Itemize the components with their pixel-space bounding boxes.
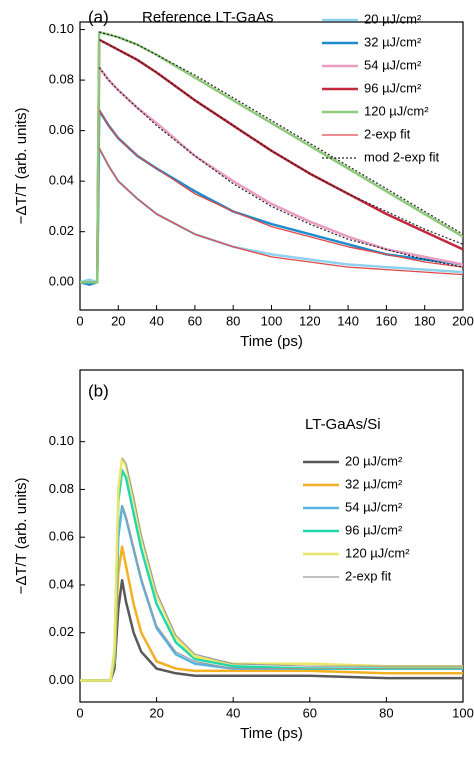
fit-line (98, 67, 463, 268)
legend-label: 120 µJ/cm² (345, 545, 410, 560)
legend-label: 54 µJ/cm² (364, 57, 422, 72)
x-tick-label: 120 (299, 313, 321, 328)
plot-frame (79, 369, 464, 703)
x-tick-label: 0 (76, 705, 83, 720)
y-tick-label: 0.02 (49, 624, 74, 639)
legend-label: 20 µJ/cm² (345, 453, 403, 468)
legend-label: 96 µJ/cm² (364, 80, 422, 95)
data-line (80, 30, 463, 284)
annotation: Reference LT-GaAs (142, 9, 273, 26)
panel-label: (b) (88, 381, 109, 400)
panel: 0 20 40 60 80 100 120 140 160 180 200 0.00 0.02 0.04 0… (13, 7, 474, 349)
legend-label: 2-exp fit (364, 126, 411, 141)
panel: 0 20 40 60 80 100 0.00 0.02 0.04 0.06 0.08 0.10 Time… (13, 369, 474, 742)
x-tick-label: 20 (149, 705, 163, 720)
y-tick-label: 0.02 (49, 223, 74, 238)
y-tick-label: 0.06 (49, 122, 74, 137)
y-tick-label: 0.08 (49, 72, 74, 87)
y-tick-label: 0.10 (49, 21, 74, 36)
legend-title: LT-GaAs/Si (305, 416, 381, 433)
x-tick-label: 60 (303, 705, 317, 720)
fit-line (98, 110, 463, 268)
data-line (80, 66, 463, 284)
x-tick-label: 0 (76, 313, 83, 328)
x-tick-label: 80 (226, 313, 240, 328)
x-tick-label: 80 (379, 705, 393, 720)
legend-label: 32 µJ/cm² (345, 476, 403, 491)
fit-line (121, 505, 463, 670)
x-tick-label: 60 (188, 313, 202, 328)
x-tick-label: 100 (452, 705, 474, 720)
x-tick-label: 160 (376, 313, 398, 328)
fit-line (98, 39, 463, 245)
legend-label: 120 µJ/cm² (364, 103, 429, 118)
legend-label: 54 µJ/cm² (345, 499, 403, 514)
y-tick-label: 0.04 (49, 576, 74, 591)
y-axis-title: −ΔT/T (arb. units) (13, 478, 30, 595)
x-tick-label: 40 (226, 705, 240, 720)
legend-label: mod 2-exp fit (364, 149, 440, 164)
legend-label: 2-exp fit (345, 568, 392, 583)
panel-label: (a) (88, 7, 109, 26)
legend-label: 32 µJ/cm² (364, 34, 422, 49)
legend-label: 20 µJ/cm² (364, 11, 422, 26)
x-axis-title: Time (ps) (240, 725, 303, 742)
x-tick-label: 20 (111, 313, 125, 328)
fit-line (98, 147, 463, 276)
fit-line (99, 31, 463, 235)
x-axis-title: Time (ps) (240, 333, 303, 350)
data-line (80, 147, 463, 284)
y-axis-title: −ΔT/T (arb. units) (13, 108, 30, 225)
x-tick-label: 40 (149, 313, 163, 328)
x-tick-label: 180 (414, 313, 436, 328)
y-tick-label: 0.10 (49, 433, 74, 448)
fit-line (121, 458, 463, 667)
y-tick-label: 0.06 (49, 529, 74, 544)
y-tick-label: 0.08 (49, 481, 74, 496)
legend-label: 96 µJ/cm² (345, 522, 403, 537)
x-tick-label: 200 (452, 313, 474, 328)
data-line (80, 469, 463, 682)
y-tick-label: 0.00 (49, 672, 74, 687)
y-tick-label: 0.04 (49, 173, 74, 188)
x-tick-label: 100 (261, 313, 283, 328)
y-tick-label: 0.00 (49, 274, 74, 289)
x-tick-label: 140 (337, 313, 359, 328)
